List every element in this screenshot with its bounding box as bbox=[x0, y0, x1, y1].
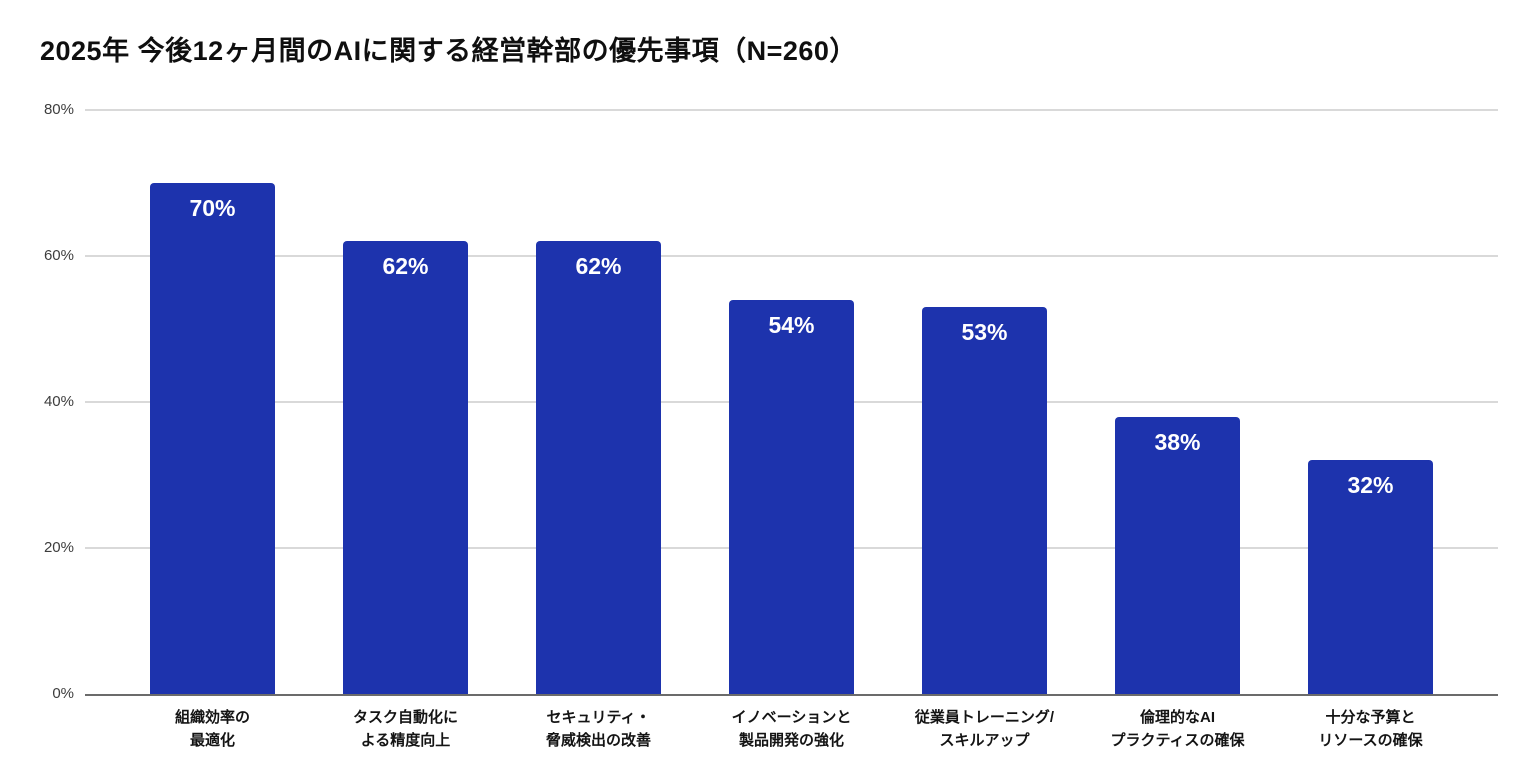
category-label-line: 組織効率の bbox=[174, 709, 250, 726]
bar-value-label: 54% bbox=[768, 311, 815, 338]
category-label: 十分な予算と リソースの確保 bbox=[1263, 706, 1479, 752]
category-label: セキュリティ・ 脅威検出の改善 bbox=[491, 706, 707, 752]
bar-7: 32% 十分な予算と リソースの確保 bbox=[1308, 460, 1433, 749]
category-label-line: 最適化 bbox=[189, 732, 235, 749]
bar-value-label: 53% bbox=[961, 319, 1008, 346]
category-label-line: タスク自動化に bbox=[352, 709, 458, 726]
bar-3: 62% セキュリティ・ 脅威検出の改善 bbox=[536, 241, 661, 749]
category-label: 組織効率の 最適化 bbox=[105, 706, 321, 752]
bar-1: 70% 組織効率の最適化 bbox=[150, 183, 275, 749]
category-label-line: イノベーションと bbox=[731, 709, 852, 726]
bars-row: 70% 組織効率の最適化 62% タスク自動化に よる精度向上 62% セキュリティ・ 脅威検… bbox=[85, 110, 1498, 749]
y-tick-label: 60% bbox=[43, 247, 74, 264]
category-label-line: 倫理的なAI bbox=[1139, 709, 1215, 726]
bar-2: 62% タスク自動化に よる精度向上 bbox=[343, 241, 468, 749]
category-label: 倫理的なAI プラクティスの確保 bbox=[1070, 706, 1286, 752]
category-label-line: 十分な予算と bbox=[1325, 709, 1416, 726]
category-label-line: リソースの確保 bbox=[1318, 732, 1423, 749]
category-label: 従業員トレーニング/スキルアップ bbox=[877, 706, 1093, 752]
category-label: タスク自動化に よる精度向上 bbox=[298, 706, 514, 752]
category-label-line: セキュリティ・ bbox=[546, 709, 651, 726]
bar-4: 54% イノベーションと 製品開発の強化 bbox=[729, 299, 854, 749]
category-label-line: よる精度向上 bbox=[360, 732, 451, 749]
chart-title: 2025年 今後12ヶ月間のAIに関する経営幹部の優先事項（N=260） bbox=[40, 36, 857, 66]
bar-5: 53% 従業員トレーニング/スキルアップ bbox=[915, 307, 1054, 749]
bar-6: 38% 倫理的なAI プラクティスの確保 bbox=[1110, 416, 1245, 749]
gridline-80 bbox=[85, 109, 1498, 111]
y-tick-label: 0% bbox=[52, 685, 74, 702]
bar-value-label: 38% bbox=[1154, 428, 1201, 455]
category-label: イノベーションと 製品開発の強化 bbox=[684, 706, 900, 752]
category-label-line: 脅威検出の改善 bbox=[545, 732, 651, 749]
bar-value-label: 70% bbox=[189, 195, 236, 221]
bar-value-label: 62% bbox=[575, 253, 622, 280]
gridline-60 bbox=[85, 255, 1498, 257]
bar-value-label: 62% bbox=[382, 253, 429, 280]
category-label-line: 従業員トレーニング/ bbox=[914, 709, 1055, 726]
category-label-line: プラクティスの確保 bbox=[1110, 732, 1245, 749]
category-label-line: スキルアップ bbox=[939, 732, 1030, 749]
y-tick-label: 40% bbox=[43, 393, 74, 410]
bar-value-label: 32% bbox=[1347, 472, 1394, 499]
category-label-line: 製品開発の強化 bbox=[738, 732, 844, 749]
y-tick-label: 80% bbox=[43, 101, 74, 118]
y-axis: 80% 60% 40% 20% 0% bbox=[0, 101, 74, 702]
plot-area: 70% 組織効率の最適化 62% タスク自動化に よる精度向上 62% セキュリティ・ 脅威検… bbox=[85, 109, 1498, 749]
y-tick-label: 20% bbox=[43, 539, 74, 556]
